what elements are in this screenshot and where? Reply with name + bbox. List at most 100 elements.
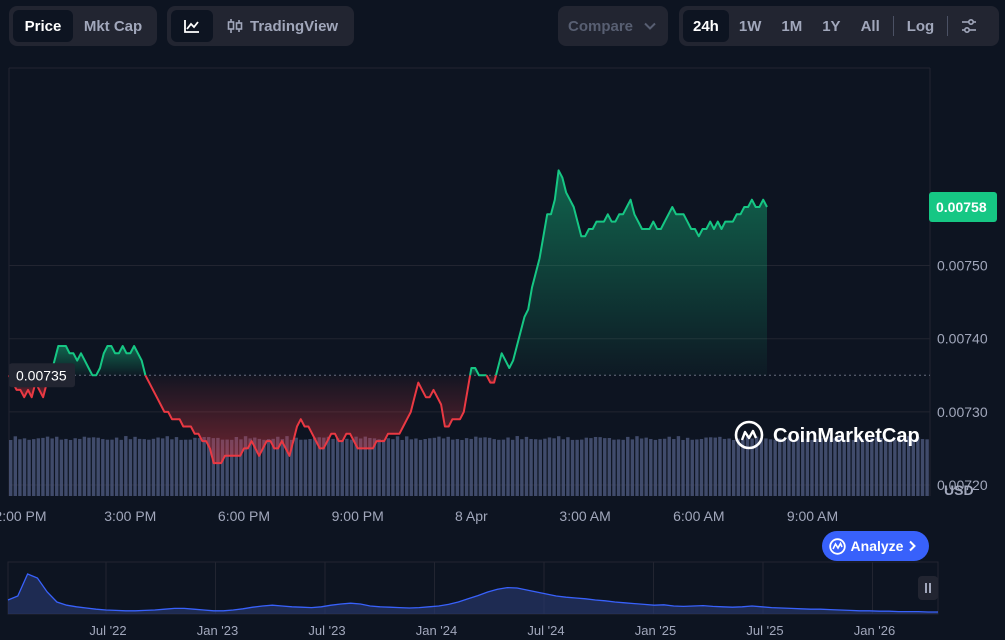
volume-bar — [82, 436, 87, 496]
volume-bar — [280, 439, 285, 496]
tab-mkt-cap[interactable]: Mkt Cap — [83, 17, 143, 35]
chevron-down-icon — [644, 22, 656, 30]
volume-bar — [50, 438, 54, 496]
volume-bar — [124, 436, 128, 496]
volume-bar — [750, 438, 754, 496]
volume-bar — [41, 437, 45, 496]
volume-bar — [805, 438, 810, 496]
range-navigator[interactable]: Jul '22 Jan '23 Jul '23 Jan '24 Jul '24 Jan '… — [0, 560, 1005, 640]
log-scale-button[interactable]: Log — [906, 17, 935, 35]
line-chart-button[interactable] — [171, 10, 213, 42]
volume-bar — [893, 439, 897, 496]
volume-bar — [653, 439, 658, 496]
coinmarketcap-watermark: CoinMarketCap — [734, 420, 920, 450]
navigator-label: Jan '25 — [635, 623, 677, 638]
volume-bar — [312, 437, 317, 496]
price-line — [8, 169, 768, 465]
volume-bar — [119, 439, 123, 496]
compare-dropdown[interactable]: Compare — [558, 6, 668, 46]
volume-bar — [556, 436, 561, 496]
x-tick-label: 9:00 PM — [332, 508, 384, 524]
volume-bar — [524, 436, 529, 496]
volume-bars — [9, 436, 929, 496]
volume-bar — [787, 436, 791, 496]
volume-bar — [437, 436, 441, 496]
volume-bar — [759, 438, 764, 496]
x-tick-label: 3:00 AM — [559, 508, 610, 524]
line-segment-up — [495, 169, 768, 376]
volume-bar — [469, 438, 473, 496]
x-tick-label: 6:00 PM — [218, 508, 270, 524]
x-tick-label: 9:00 AM — [787, 508, 838, 524]
navigator-handle[interactable] — [918, 576, 938, 600]
range-1m[interactable]: 1M — [781, 17, 803, 35]
volume-bar — [133, 436, 137, 496]
volume-bar — [372, 438, 377, 496]
navigator-line — [7, 573, 938, 613]
line-segment-down — [144, 374, 472, 465]
volume-bar — [538, 439, 542, 496]
volume-bar — [883, 439, 888, 496]
volume-bar — [676, 436, 681, 496]
volume-bar — [874, 437, 879, 496]
volume-bar — [764, 438, 768, 496]
volume-bar — [68, 439, 73, 496]
tab-price[interactable]: Price — [13, 10, 73, 42]
volume-bar — [36, 438, 41, 496]
volume-bar — [814, 438, 819, 496]
range-1y[interactable]: 1Y — [822, 17, 841, 35]
volume-bar — [377, 439, 381, 496]
volume-bar — [483, 437, 487, 496]
x-tick-label: 6:00 AM — [673, 508, 724, 524]
volume-bar — [101, 439, 105, 496]
settings-divider — [947, 16, 949, 36]
volume-bar — [331, 438, 335, 496]
watermark-text: CoinMarketCap — [773, 425, 920, 447]
tradingview-button[interactable]: TradingView — [213, 10, 346, 42]
volume-bar — [45, 436, 50, 496]
volume-bar — [529, 438, 533, 496]
volume-bar — [865, 436, 869, 496]
volume-bar — [474, 436, 478, 496]
volume-bar — [322, 437, 326, 496]
line-segment-up — [469, 367, 487, 377]
volume-bar — [128, 439, 133, 496]
current-price-value: 0.00758 — [936, 199, 987, 215]
y-tick-label: 0.00730 — [937, 404, 988, 420]
volume-bar — [819, 438, 823, 496]
volume-bar — [409, 439, 414, 496]
volume-bar — [925, 439, 929, 496]
line-segment-up — [49, 345, 147, 377]
volume-bar — [234, 436, 239, 496]
range-divider — [892, 16, 894, 36]
volume-bar — [824, 437, 828, 496]
volume-bar — [308, 439, 312, 496]
volume-bar — [796, 436, 800, 496]
volume-bar — [639, 438, 644, 496]
volume-bar — [810, 439, 814, 496]
volume-bar — [105, 439, 110, 496]
volume-bar — [78, 438, 82, 496]
baseline-label: 0.00735 — [9, 363, 75, 388]
chart-settings-button[interactable] — [951, 10, 987, 42]
volume-bar — [778, 438, 782, 496]
range-1w[interactable]: 1W — [738, 17, 762, 35]
navigator-label: Jul '22 — [89, 623, 126, 638]
volume-bar — [289, 439, 294, 496]
volume-bar — [506, 437, 510, 496]
line-segment-down — [8, 374, 52, 399]
volume-bar — [598, 437, 602, 496]
volume-bar — [570, 439, 575, 496]
volume-bar — [773, 439, 777, 496]
range-all[interactable]: All — [860, 17, 880, 35]
volume-bar — [225, 439, 229, 496]
volume-bar — [147, 439, 151, 496]
volume-bar — [9, 440, 13, 496]
volume-bar — [59, 439, 64, 496]
range-24h[interactable]: 24h — [683, 10, 729, 42]
volume-bar — [73, 438, 77, 496]
area-above-baseline — [470, 368, 487, 376]
analyze-button[interactable]: Analyze — [822, 531, 929, 561]
